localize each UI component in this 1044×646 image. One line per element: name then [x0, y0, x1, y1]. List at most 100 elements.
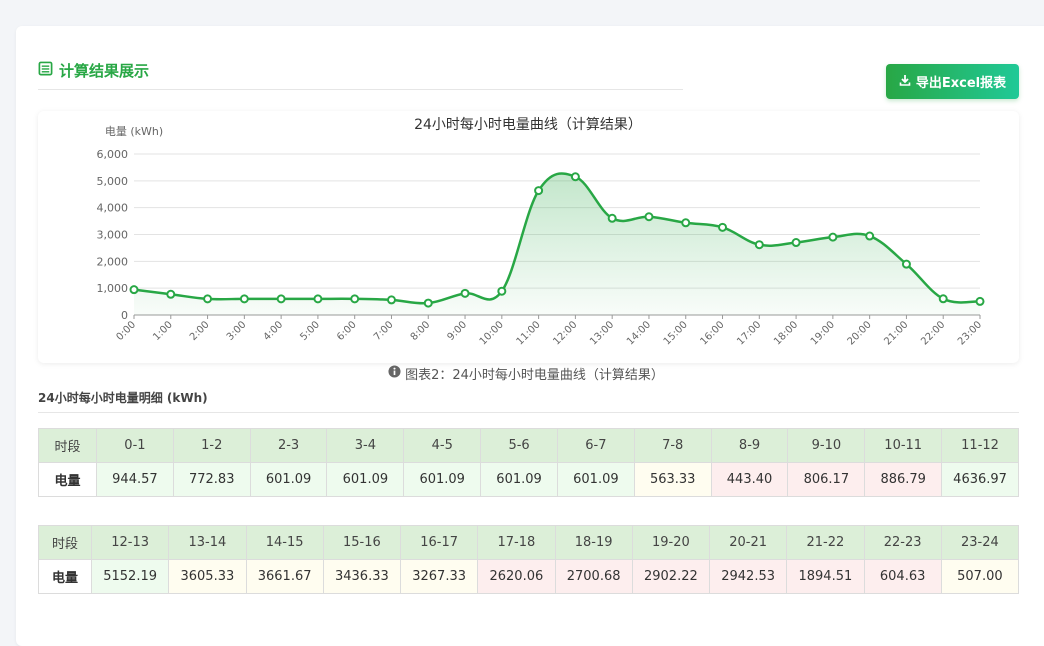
hourly-table-2: 时段 12-13 13-14 14-15 15-16 16-17 17-18 18-19 19…	[38, 525, 1020, 594]
value-cell: 3267.33	[399, 559, 479, 594]
value-cell: 2942.53	[708, 559, 788, 594]
period-cell: 7-8	[633, 428, 712, 463]
x-tick-label: 15:00	[662, 319, 690, 347]
y-tick-label: 6,000	[97, 148, 129, 161]
x-tick-label: 8:00	[409, 319, 433, 343]
period-cell: 6-7	[556, 428, 635, 463]
x-tick-label: 18:00	[772, 319, 800, 347]
period-cell: 18-19	[554, 525, 633, 560]
value-cell: 3661.67	[245, 559, 324, 594]
value-cell: 601.09	[480, 462, 558, 497]
value-cell: 944.57	[96, 462, 174, 497]
data-point	[166, 289, 176, 299]
y-axis-label: 电量 (kWh)	[105, 125, 163, 138]
section-title: 计算结果展示	[38, 60, 149, 81]
y-tick-label: 1,000	[97, 282, 129, 295]
value-cell: 507.00	[940, 559, 1020, 594]
data-point	[975, 296, 985, 306]
table-header-row: 时段 12-13 13-14 14-15 15-16 16-17 17-18 18-19 19…	[38, 525, 1020, 560]
value-cell: 1894.51	[786, 559, 865, 594]
divider	[38, 412, 1019, 413]
period-cell: 23-24	[940, 525, 1020, 560]
chart-container: 24小时每小时电量曲线（计算结果） 电量 (kWh) 0 1,000 2,000 3,00…	[38, 111, 1019, 363]
chart-caption: 图表2：24小时每小时电量曲线（计算结果）	[0, 364, 1044, 383]
value-cell: 5152.19	[90, 559, 170, 594]
x-tick-label: 7:00	[372, 319, 396, 343]
export-label: 导出Excel报表	[915, 76, 1007, 91]
value-cell: 604.63	[863, 559, 942, 594]
y-tick-label: 3,000	[97, 229, 129, 242]
caption-text: 图表2：24小时每小时电量曲线（计算结果）	[405, 368, 664, 383]
period-cell: 5-6	[480, 428, 558, 463]
table-value-row: 电量 5152.19 3605.33 3661.67 3436.33 3267.33 26…	[38, 559, 1020, 594]
value-cell: 806.17	[787, 462, 866, 497]
row-header-label: 时段	[38, 525, 92, 560]
y-tick-label: 5,000	[97, 175, 129, 188]
period-cell: 21-22	[786, 525, 865, 560]
x-tick-label: 19:00	[809, 319, 837, 347]
data-point	[681, 218, 691, 228]
info-circle-icon	[388, 365, 401, 382]
value-cell: 4636.97	[941, 462, 1019, 497]
data-point	[865, 231, 875, 241]
value-cell: 2620.06	[477, 559, 556, 594]
x-tick-label: 10:00	[478, 319, 506, 347]
x-tick-label: 21:00	[882, 319, 910, 347]
y-tick-label: 0	[121, 309, 128, 322]
x-tick-label: 6:00	[335, 319, 359, 343]
value-cell: 601.09	[249, 462, 328, 497]
period-cell: 2-3	[249, 428, 328, 463]
x-tick-label: 14:00	[625, 319, 653, 347]
y-tick-label: 2,000	[97, 255, 129, 268]
data-point	[791, 238, 801, 248]
x-tick-label: 22:00	[919, 319, 947, 347]
data-point	[239, 294, 249, 304]
data-point	[534, 186, 544, 196]
x-tick-label: 11:00	[515, 319, 543, 347]
x-tick-label: 4:00	[262, 319, 286, 343]
value-cell: 601.09	[326, 462, 405, 497]
series-area	[134, 173, 980, 315]
x-tick-label: 23:00	[956, 319, 984, 347]
data-point	[644, 212, 654, 222]
download-icon	[899, 74, 911, 90]
table-header-row: 时段 0-1 1-2 2-3 3-4 4-5 5-6 6-7 7-8 8-9 9-10 10-11 1…	[38, 428, 1019, 463]
value-cell: 3605.33	[168, 559, 247, 594]
data-point	[386, 295, 396, 305]
value-cell: 2902.22	[631, 559, 711, 594]
table-list-icon	[38, 61, 53, 80]
period-cell: 12-13	[90, 525, 170, 560]
period-cell: 19-20	[631, 525, 711, 560]
period-cell: 10-11	[864, 428, 943, 463]
x-tick-label: 1:00	[151, 319, 175, 343]
x-tick-label: 12:00	[551, 319, 579, 347]
value-cell: 601.09	[556, 462, 635, 497]
period-cell: 16-17	[399, 525, 479, 560]
value-cell: 2700.68	[554, 559, 633, 594]
period-cell: 11-12	[941, 428, 1019, 463]
value-cell: 601.09	[403, 462, 482, 497]
period-cell: 0-1	[96, 428, 174, 463]
x-tick-label: 17:00	[735, 319, 763, 347]
data-point	[754, 240, 764, 250]
row-value-label: 电量	[38, 559, 92, 594]
data-point	[460, 288, 470, 298]
data-point	[203, 294, 213, 304]
value-cell: 3436.33	[322, 559, 402, 594]
value-cell: 772.83	[172, 462, 251, 497]
x-tick-label: 0:00	[114, 319, 138, 343]
data-point	[607, 213, 617, 223]
hourly-table-1: 时段 0-1 1-2 2-3 3-4 4-5 5-6 6-7 7-8 8-9 9-10 10-11 1…	[38, 428, 1019, 497]
period-cell: 4-5	[403, 428, 482, 463]
data-point	[313, 294, 323, 304]
value-cell: 886.79	[864, 462, 943, 497]
period-cell: 22-23	[863, 525, 942, 560]
x-tick-label: 16:00	[698, 319, 726, 347]
x-tick-label: 20:00	[846, 319, 874, 347]
data-point	[938, 294, 948, 304]
period-cell: 15-16	[322, 525, 402, 560]
row-value-label: 电量	[38, 462, 97, 497]
value-cell: 443.40	[710, 462, 789, 497]
export-excel-button[interactable]: 导出Excel报表	[886, 64, 1019, 99]
x-tick-label: 9:00	[445, 319, 469, 343]
